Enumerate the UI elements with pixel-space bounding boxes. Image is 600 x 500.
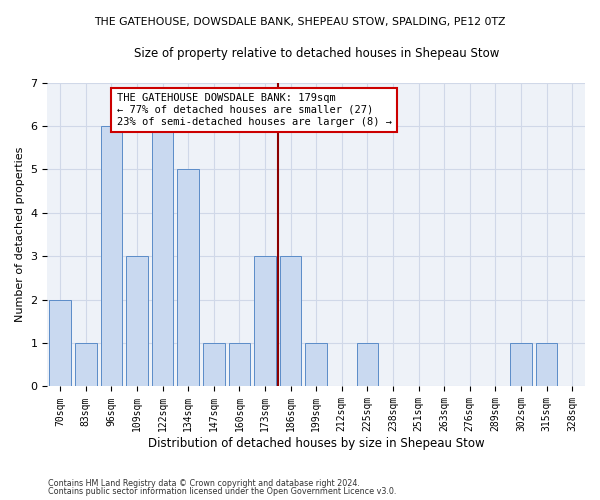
Bar — [75, 343, 97, 386]
Bar — [229, 343, 250, 386]
Y-axis label: Number of detached properties: Number of detached properties — [15, 147, 25, 322]
Bar — [510, 343, 532, 386]
Bar — [305, 343, 327, 386]
Text: THE GATEHOUSE DOWSDALE BANK: 179sqm
← 77% of detached houses are smaller (27)
23: THE GATEHOUSE DOWSDALE BANK: 179sqm ← 77… — [116, 94, 392, 126]
Text: Contains public sector information licensed under the Open Government Licence v3: Contains public sector information licen… — [48, 487, 397, 496]
Bar — [152, 126, 173, 386]
Bar — [101, 126, 122, 386]
Bar — [203, 343, 224, 386]
Bar — [356, 343, 378, 386]
Bar — [280, 256, 301, 386]
Text: Contains HM Land Registry data © Crown copyright and database right 2024.: Contains HM Land Registry data © Crown c… — [48, 478, 360, 488]
Bar — [254, 256, 276, 386]
Bar — [536, 343, 557, 386]
Bar — [49, 300, 71, 386]
Text: THE GATEHOUSE, DOWSDALE BANK, SHEPEAU STOW, SPALDING, PE12 0TZ: THE GATEHOUSE, DOWSDALE BANK, SHEPEAU ST… — [94, 18, 506, 28]
Bar — [178, 170, 199, 386]
Title: Size of property relative to detached houses in Shepeau Stow: Size of property relative to detached ho… — [134, 48, 499, 60]
X-axis label: Distribution of detached houses by size in Shepeau Stow: Distribution of detached houses by size … — [148, 437, 485, 450]
Bar — [126, 256, 148, 386]
